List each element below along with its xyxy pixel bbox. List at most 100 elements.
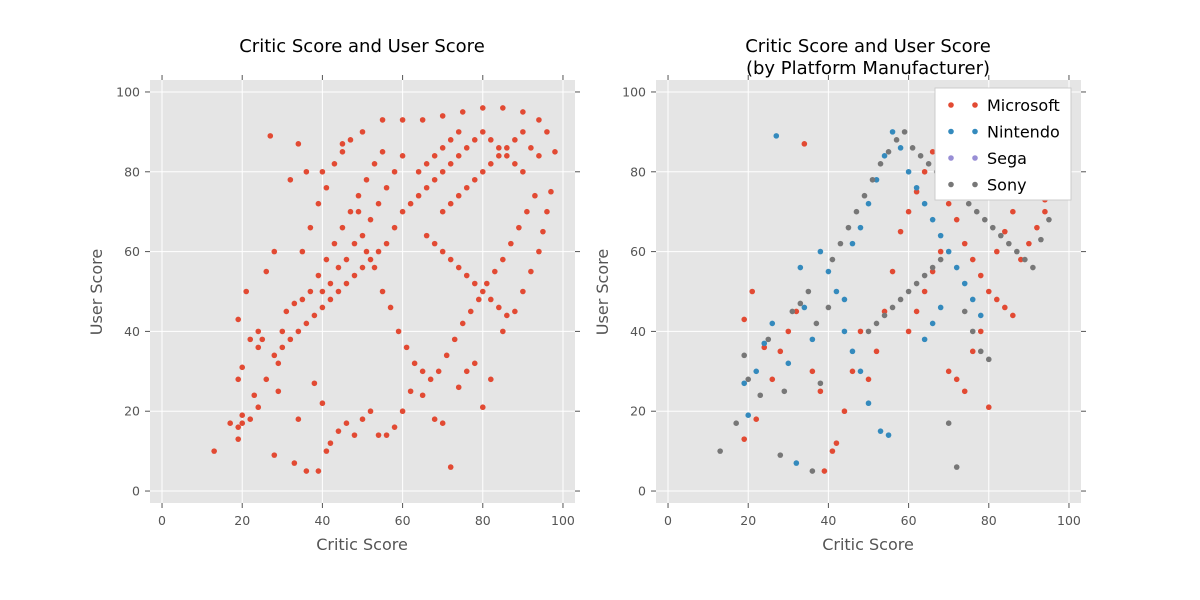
left-data-point <box>391 224 398 231</box>
left-data-point <box>443 352 450 359</box>
right-data-point <box>865 328 872 335</box>
right-data-point <box>793 460 800 466</box>
right-y-tick-label: 0 <box>638 484 646 499</box>
right-data-point <box>797 300 804 307</box>
left-data-point <box>355 192 362 199</box>
right-data-point <box>921 168 928 175</box>
left-data-point <box>287 176 294 183</box>
right-data-point <box>781 388 788 395</box>
left-data-point <box>451 336 458 343</box>
right-x-tick-label: 100 <box>1057 513 1081 528</box>
right-data-point <box>865 400 872 407</box>
left-data-point <box>496 304 502 311</box>
left-data-point <box>463 368 470 375</box>
right-y-axis-label: User Score <box>593 249 612 335</box>
left-data-point <box>383 184 390 191</box>
left-data-point <box>351 432 358 438</box>
left-data-point <box>319 400 326 407</box>
right-points <box>717 129 1052 474</box>
right-data-point <box>801 304 808 311</box>
right-x-tick-label: 60 <box>901 513 917 528</box>
left-data-point <box>423 184 430 191</box>
right-data-point <box>1030 264 1036 271</box>
right-data-point <box>741 436 748 442</box>
right-data-point <box>937 232 944 239</box>
left-x-tick-label: 0 <box>158 513 166 528</box>
right-data-point <box>965 200 972 207</box>
left-data-point <box>379 117 386 123</box>
right-data-point <box>853 208 860 215</box>
right-data-point <box>741 380 748 387</box>
left-chart: Critic Score and User Score 0 20 40 60 80 100… <box>87 36 580 554</box>
right-data-point <box>833 288 840 295</box>
left-data-point <box>347 208 354 215</box>
right-data-point <box>753 416 760 422</box>
left-data-point <box>455 153 462 159</box>
left-data-point <box>475 296 482 303</box>
left-data-point <box>379 149 386 155</box>
left-data-point <box>295 416 302 422</box>
left-data-point <box>279 328 286 335</box>
right-data-point <box>929 320 936 327</box>
left-data-point <box>407 388 414 395</box>
left-y-tick-label: 20 <box>124 404 140 419</box>
left-data-point <box>251 392 258 399</box>
legend-marker <box>948 128 954 135</box>
right-data-point <box>1018 256 1024 263</box>
right-data-point <box>829 448 836 454</box>
left-data-point <box>307 224 314 231</box>
legend-marker <box>948 155 954 161</box>
left-data-point <box>271 248 278 255</box>
right-data-point <box>849 368 856 375</box>
right-data-point <box>837 240 844 247</box>
right-data-point <box>994 248 1000 255</box>
left-data-point <box>371 264 378 271</box>
left-data-point <box>471 280 478 287</box>
left-data-point <box>471 360 478 367</box>
right-data-point <box>793 308 800 315</box>
left-data-point <box>504 153 510 159</box>
right-data-point <box>1026 240 1032 247</box>
right-x-tick-label: 20 <box>740 513 756 528</box>
left-data-point <box>496 145 502 151</box>
right-data-point <box>777 348 784 355</box>
left-data-point <box>528 145 534 151</box>
left-data-point <box>319 168 326 175</box>
left-data-point <box>235 424 242 430</box>
left-data-point <box>471 176 478 183</box>
right-data-point <box>777 452 784 458</box>
left-data-point <box>391 424 398 430</box>
left-data-point <box>540 228 546 235</box>
right-data-point <box>817 248 824 255</box>
right-data-point <box>985 356 992 363</box>
left-data-point <box>255 328 262 335</box>
right-data-point <box>805 288 812 295</box>
right-chart-title: Critic Score and User Score (by Platform … <box>745 36 991 79</box>
right-data-point <box>1010 312 1016 319</box>
left-data-point <box>331 161 338 167</box>
left-data-point <box>315 468 322 474</box>
left-data-point <box>391 168 398 175</box>
right-data-point <box>877 428 884 434</box>
legend-entry-label: Microsoft <box>987 96 1060 115</box>
left-data-point <box>423 232 430 239</box>
left-data-point <box>423 161 430 167</box>
left-data-point <box>500 256 506 263</box>
left-data-point <box>311 380 318 387</box>
right-x-axis-label: Critic Score <box>822 535 914 554</box>
right-data-point <box>929 216 936 223</box>
right-data-point <box>749 288 756 295</box>
right-data-point <box>745 412 752 419</box>
left-data-point <box>359 232 366 239</box>
right-y-tick-label: 20 <box>630 404 646 419</box>
left-data-point <box>335 288 342 295</box>
right-data-point <box>745 376 752 383</box>
left-data-point <box>492 268 498 275</box>
right-y-tick-label: 40 <box>630 324 646 339</box>
left-x-tick-label: 20 <box>234 513 250 528</box>
left-data-point <box>459 109 466 115</box>
left-data-point <box>295 328 302 335</box>
right-data-point <box>773 133 780 139</box>
left-data-point <box>439 113 446 119</box>
right-data-point <box>1014 248 1020 255</box>
